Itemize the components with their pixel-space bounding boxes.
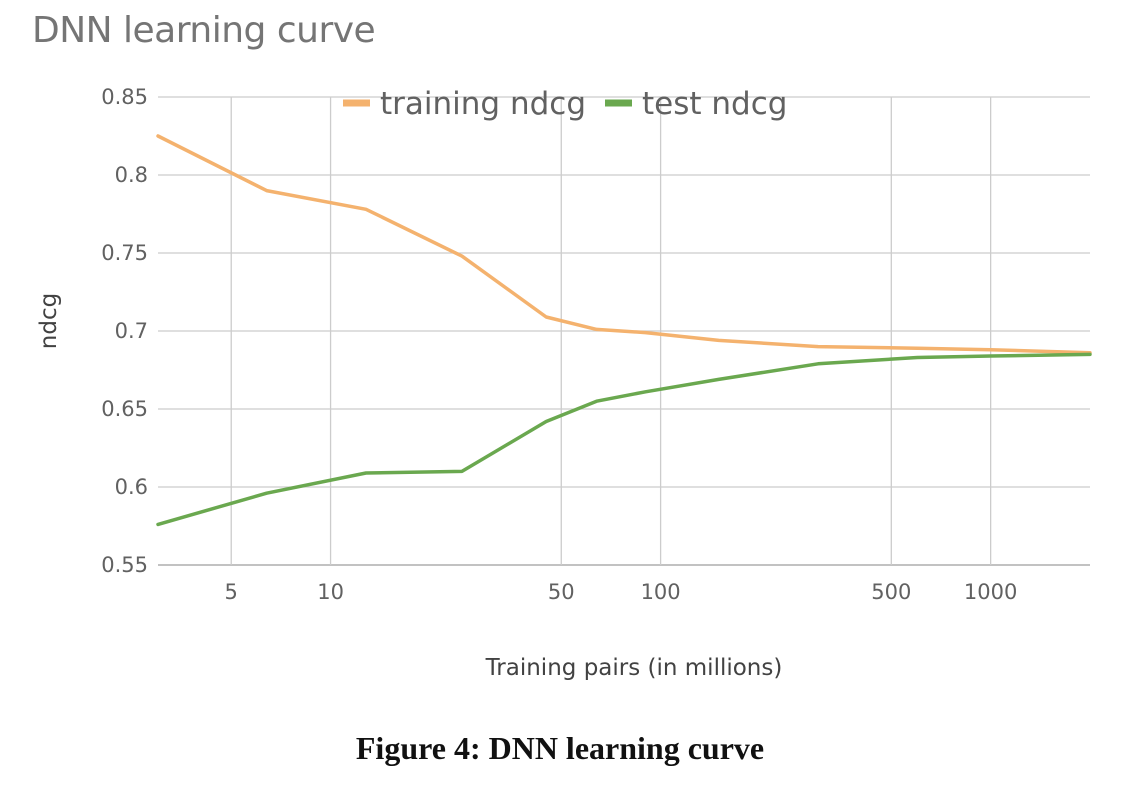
y-tick-label: 0.55 xyxy=(101,553,148,577)
y-axis-title: ndcg xyxy=(36,293,62,349)
legend-label: training ndcg xyxy=(380,86,586,122)
line-chart: 0.55 0.6 0.65 0.7 0.75 0.8 0.85 5 10 50 100 500 1000… xyxy=(36,85,1092,681)
chart-title: DNN learning curve xyxy=(32,10,376,51)
series-lines xyxy=(156,134,1092,527)
y-tick-label: 0.65 xyxy=(101,397,148,421)
axes: 0.55 0.6 0.65 0.7 0.75 0.8 0.85 5 10 50 100 500 1000… xyxy=(36,85,1017,681)
x-tick-label: 5 xyxy=(225,580,238,604)
x-tick-label: 100 xyxy=(641,580,681,604)
figure-caption: Figure 4: DNN learning curve xyxy=(355,730,765,766)
y-tick-label: 0.8 xyxy=(115,163,148,187)
x-tick-label: 1000 xyxy=(964,580,1017,604)
y-tick-label: 0.75 xyxy=(101,241,148,265)
x-axis-title: Training pairs (in millions) xyxy=(485,655,783,681)
x-tick-label: 500 xyxy=(871,580,911,604)
x-tick-label: 10 xyxy=(317,580,344,604)
series-line-test xyxy=(156,352,1092,527)
series-line-training xyxy=(156,134,1092,355)
y-tick-label: 0.85 xyxy=(101,85,148,109)
grid xyxy=(158,96,1090,566)
y-tick-label: 0.7 xyxy=(115,319,148,343)
legend-label: test ndcg xyxy=(642,86,787,122)
x-tick-label: 50 xyxy=(548,580,575,604)
y-tick-label: 0.6 xyxy=(115,475,148,499)
legend: training ndcg test ndcg xyxy=(343,86,787,122)
